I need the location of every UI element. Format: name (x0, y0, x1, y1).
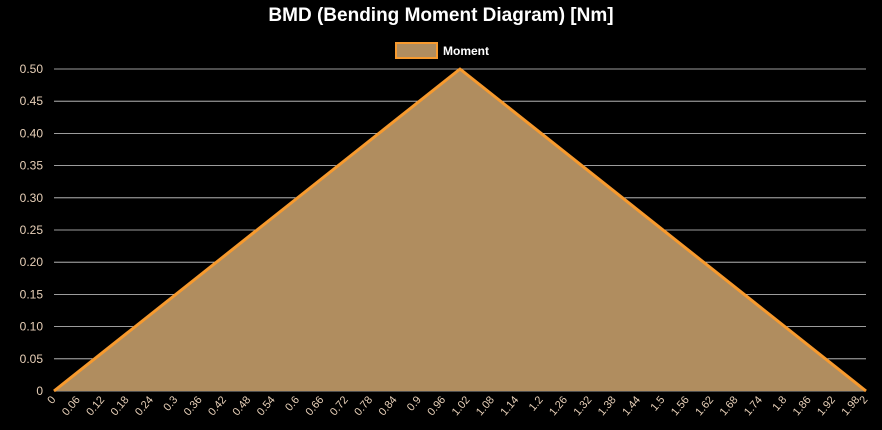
x-tick-label: 1.02 (450, 394, 473, 418)
x-tick-label: 1.74 (742, 394, 765, 418)
x-tick-label: 1.68 (718, 394, 741, 418)
x-tick-label: 1.62 (693, 394, 716, 418)
y-axis: 0 0.05 0.10 0.15 0.20 0.25 0.30 0.35 0.40 0.45 0.5… (20, 62, 44, 398)
y-tick-label: 0.25 (20, 223, 44, 237)
x-tick-label: 1.56 (669, 394, 692, 418)
chart-title: BMD (Bending Moment Diagram) [Nm] (268, 5, 613, 26)
x-tick-label: 1.08 (474, 394, 497, 418)
x-tick-label: 0.18 (109, 394, 132, 418)
y-tick-label: 0.05 (20, 352, 44, 366)
x-tick-label: 0.24 (133, 394, 156, 418)
moment-area (54, 69, 866, 391)
moment-line (53, 67, 867, 393)
y-tick-label: 0.40 (20, 126, 44, 140)
x-tick-label: 0.48 (230, 394, 253, 418)
y-tick-label: 0.20 (20, 255, 44, 269)
x-tick-label: 0.54 (255, 394, 278, 418)
legend[interactable]: Moment (395, 42, 489, 59)
y-tick-label: 0.35 (20, 159, 44, 173)
x-tick-label: 0.42 (206, 394, 229, 418)
x-tick-label: 1.38 (596, 394, 619, 418)
x-tick-label: 0.6 (283, 394, 302, 413)
x-tick-label: 0.12 (84, 394, 107, 418)
x-tick-label: 1.32 (571, 394, 594, 418)
x-tick-label: 0.66 (304, 394, 327, 418)
y-tick-label: 0.30 (20, 191, 44, 205)
x-tick-label: 1.14 (498, 394, 521, 418)
x-tick-label: 0.96 (425, 394, 448, 418)
y-tick-label: 0.15 (20, 287, 44, 301)
x-tick-label: 0.84 (377, 394, 400, 418)
x-tick-label: 1.8 (770, 394, 789, 413)
x-tick-label: 0.36 (182, 394, 205, 418)
x-tick-label: 0 (45, 394, 58, 406)
y-tick-label: 0.50 (20, 62, 44, 76)
x-tick-label: 0.9 (405, 394, 424, 413)
legend-swatch-moment (395, 42, 438, 59)
x-axis: 0 0.06 0.12 0.18 0.24 0.3 0.36 0.42 0.48 0.54 0.6 0… (45, 394, 870, 418)
x-tick-label: 1.5 (648, 394, 667, 413)
y-tick-label: 0.10 (20, 320, 44, 334)
x-tick-label: 0.06 (60, 394, 83, 418)
y-tick-label: 0 (36, 384, 43, 398)
x-tick-label: 1.44 (620, 394, 643, 418)
x-tick-label: 1.26 (547, 394, 570, 418)
x-tick-label: 1.86 (791, 394, 814, 418)
x-tick-label: 1.2 (527, 394, 546, 413)
x-tick-label: 0.3 (161, 394, 180, 413)
plot-area (53, 67, 867, 393)
x-tick-label: 1.92 (815, 394, 838, 418)
legend-label-moment: Moment (443, 44, 489, 58)
x-tick-label: 0.78 (352, 394, 375, 418)
x-tick-label: 0.72 (328, 394, 351, 418)
y-tick-label: 0.45 (20, 94, 44, 108)
